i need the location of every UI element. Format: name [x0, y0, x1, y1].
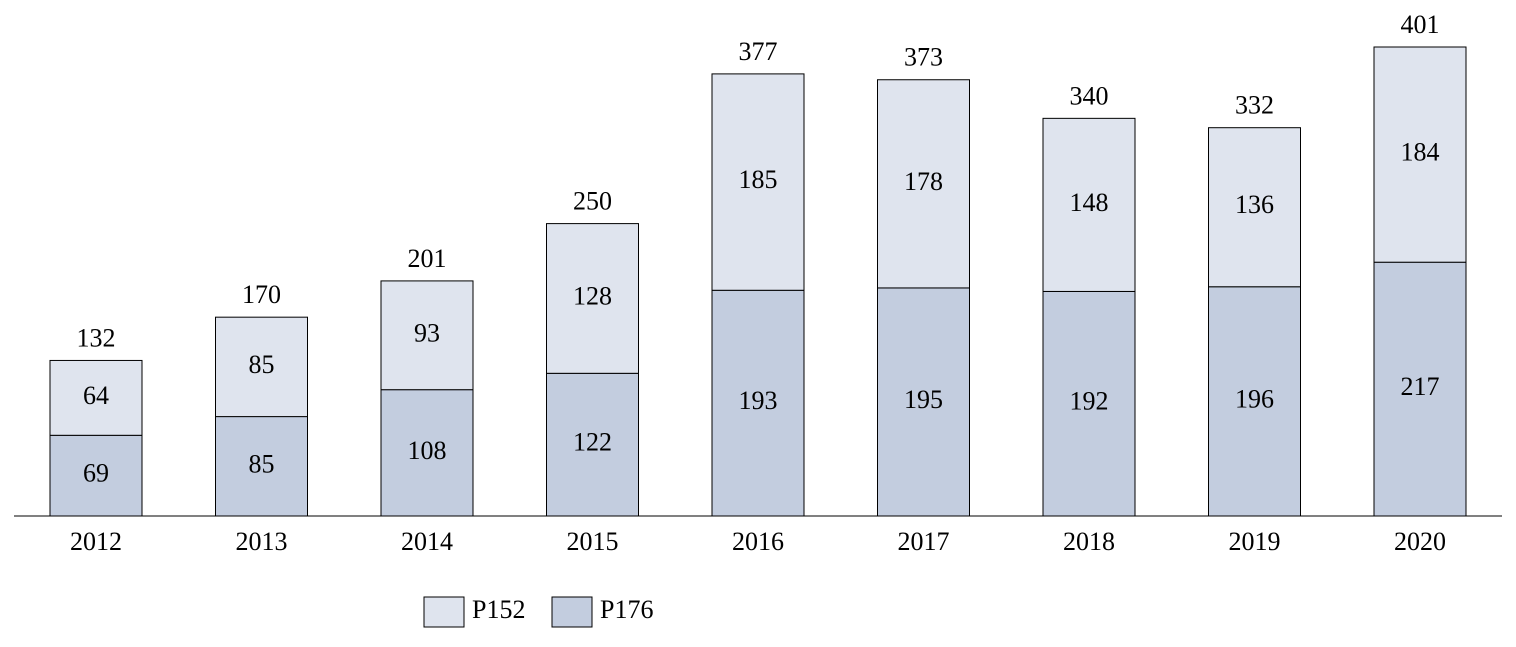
bar-segment	[49, 434, 143, 517]
total-label: 201	[408, 244, 447, 273]
bar-segment	[1208, 127, 1301, 288]
bar-segment	[711, 73, 805, 291]
total-label: 332	[1235, 91, 1274, 120]
bar-segment	[1373, 46, 1467, 263]
total-label: 377	[739, 37, 778, 66]
value-label: 85	[249, 449, 275, 478]
value-label: 195	[904, 385, 943, 414]
value-label: 64	[83, 381, 109, 410]
value-label: 217	[1401, 372, 1440, 401]
value-label: 192	[1070, 387, 1109, 416]
x-tick-label: 2018	[1063, 527, 1115, 556]
bar-segment	[1042, 290, 1136, 517]
x-tick-label: 2019	[1229, 527, 1281, 556]
bar-segment	[380, 389, 474, 517]
bar-segment	[546, 223, 639, 374]
legend-label: P176	[600, 595, 653, 624]
total-label: 373	[904, 43, 943, 72]
bar-segment	[877, 79, 970, 289]
bar-segment	[1208, 286, 1301, 517]
total-label: 401	[1401, 10, 1440, 39]
bar-segment	[1042, 117, 1136, 292]
value-label: 193	[739, 386, 778, 415]
value-label: 128	[573, 281, 612, 310]
legend-swatch	[423, 596, 465, 628]
legend-label: P152	[472, 595, 525, 624]
bar-segment	[380, 280, 474, 391]
x-tick-label: 2013	[236, 527, 288, 556]
value-label: 108	[408, 436, 447, 465]
value-label: 178	[904, 167, 943, 196]
x-tick-label: 2014	[401, 527, 453, 556]
legend-swatch	[551, 596, 593, 628]
value-label: 185	[739, 165, 778, 194]
value-label: 136	[1235, 190, 1274, 219]
total-label: 132	[77, 323, 116, 352]
x-tick-label: 2017	[898, 527, 950, 556]
x-tick-label: 2016	[732, 527, 784, 556]
value-label: 93	[414, 318, 440, 347]
value-label: 184	[1401, 138, 1440, 167]
value-label: 122	[573, 428, 612, 457]
x-tick-label: 2020	[1394, 527, 1446, 556]
total-label: 170	[242, 280, 281, 309]
value-label: 85	[249, 350, 275, 379]
total-label: 250	[573, 187, 612, 216]
value-label: 69	[83, 459, 109, 488]
value-label: 196	[1235, 384, 1274, 413]
x-tick-label: 2015	[567, 527, 619, 556]
bar-segment	[215, 316, 308, 418]
bar-segment	[1373, 261, 1467, 517]
bar-segment	[49, 359, 143, 436]
bar-segment	[877, 287, 970, 517]
x-tick-label: 2012	[70, 527, 122, 556]
total-label: 340	[1070, 81, 1109, 110]
value-label: 148	[1070, 188, 1109, 217]
